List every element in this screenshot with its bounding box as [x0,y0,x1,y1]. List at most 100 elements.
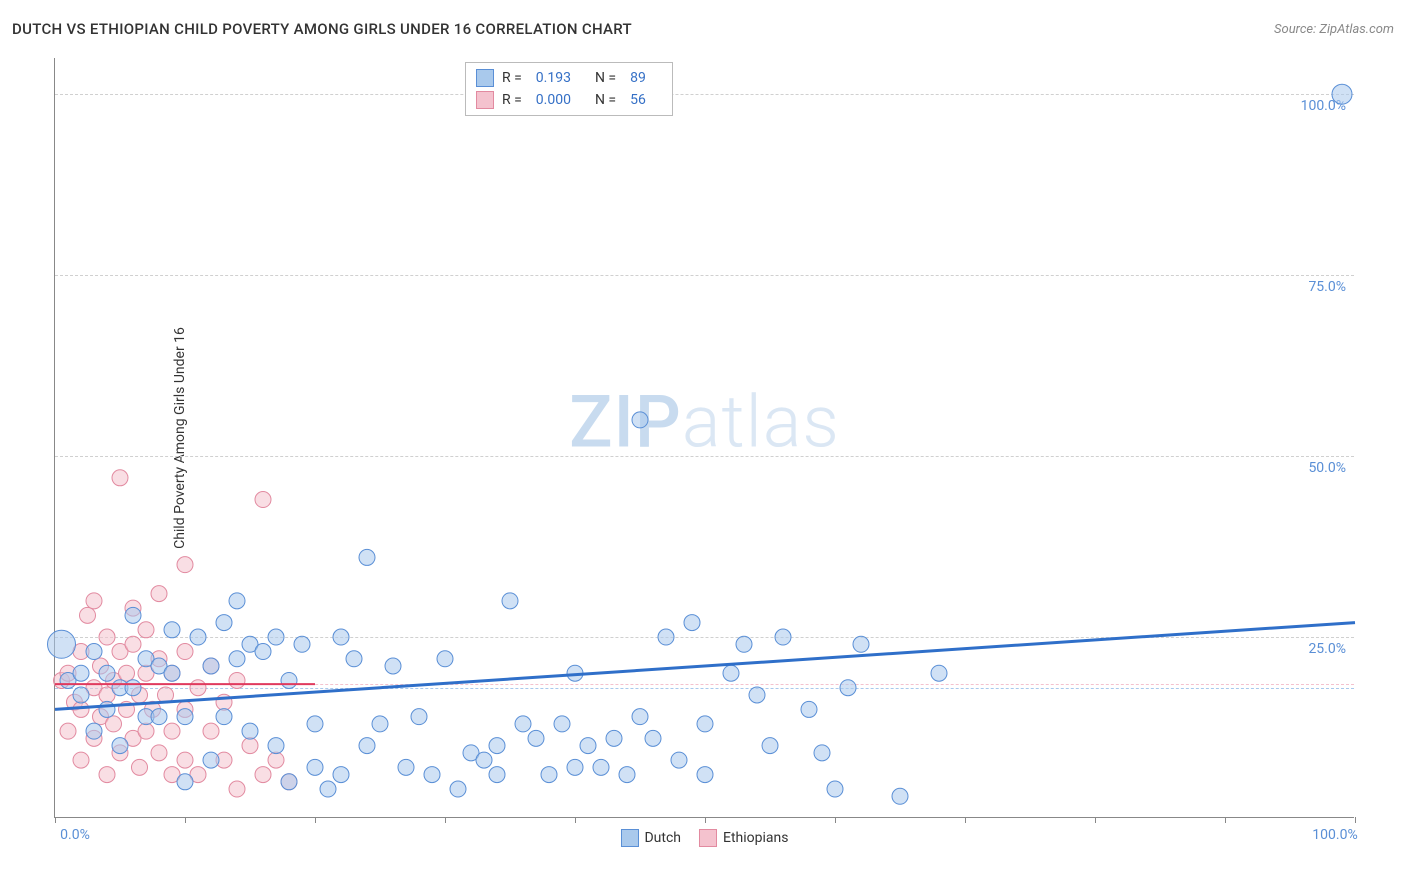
data-point [632,412,648,428]
x-tick [315,817,316,823]
data-point [73,687,89,703]
x-tick [705,817,706,823]
data-point [333,629,349,645]
data-point [359,738,375,754]
data-point [333,767,349,783]
data-point [320,781,336,797]
legend-label: Dutch [644,830,681,846]
data-point [229,651,245,667]
data-point [346,651,362,667]
data-point [73,665,89,681]
n-value: 89 [630,70,646,86]
data-point [177,709,193,725]
x-tick [185,817,186,823]
data-point [268,629,284,645]
data-point [177,557,193,573]
data-point [177,774,193,790]
data-point [697,767,713,783]
data-point [1332,84,1352,104]
data-point [216,615,232,631]
legend-swatch [476,69,494,87]
data-point [80,607,96,623]
legend-swatch [620,829,638,847]
data-point [164,723,180,739]
legend-series: Dutch Ethiopians [620,829,788,847]
data-point [281,774,297,790]
data-point [931,665,947,681]
data-point [489,738,505,754]
data-point [203,752,219,768]
data-point [86,723,102,739]
data-point [151,745,167,761]
data-point [99,665,115,681]
data-point [106,716,122,732]
data-point [255,492,271,508]
data-point [281,672,297,688]
data-point [684,615,700,631]
data-point [125,636,141,652]
data-point [892,788,908,804]
data-point [580,738,596,754]
data-point [411,709,427,725]
data-point [372,716,388,732]
legend-stat-row: R = 0.000 N = 56 [476,89,662,111]
data-point [177,752,193,768]
data-point [164,665,180,681]
x-tick [1225,817,1226,823]
data-point [255,644,271,660]
data-point [775,629,791,645]
data-point [814,745,830,761]
x-tick-label: 100.0% [1312,827,1357,843]
data-point [203,723,219,739]
data-point [229,672,245,688]
data-point [476,752,492,768]
data-point [749,687,765,703]
data-point [138,723,154,739]
data-point [164,622,180,638]
legend-label: Ethiopians [723,830,788,846]
data-point [359,549,375,565]
data-point [112,738,128,754]
x-tick [575,817,576,823]
data-point [593,759,609,775]
data-point [658,629,674,645]
data-point [73,752,89,768]
x-tick [445,817,446,823]
data-point [502,593,518,609]
r-value: 0.000 [536,92,571,108]
data-point [86,644,102,660]
x-tick [1095,817,1096,823]
data-point [723,665,739,681]
legend-item: Ethiopians [699,829,788,847]
n-label: N = [595,70,616,86]
data-point [450,781,466,797]
scatter-plot [55,58,1354,817]
n-value: 56 [630,92,646,108]
data-point [132,759,148,775]
data-point [242,738,258,754]
data-point [840,680,856,696]
data-point [190,680,206,696]
data-point [99,767,115,783]
data-point [606,730,622,746]
data-point [99,701,115,717]
data-point [762,738,778,754]
data-point [190,629,206,645]
legend-swatch [699,829,717,847]
chart-title: DUTCH VS ETHIOPIAN CHILD POVERTY AMONG G… [12,20,632,38]
data-point [119,665,135,681]
data-point [567,759,583,775]
n-label: N = [595,92,616,108]
data-point [242,723,258,739]
data-point [99,629,115,645]
x-tick [835,817,836,823]
data-point [307,716,323,732]
data-point [619,767,635,783]
x-tick [965,817,966,823]
data-point [138,622,154,638]
data-point [554,716,570,732]
plot-area: Child Poverty Among Girls Under 16 ZIPat… [54,58,1354,818]
data-point [697,716,713,732]
data-point [307,759,323,775]
data-point [437,651,453,667]
